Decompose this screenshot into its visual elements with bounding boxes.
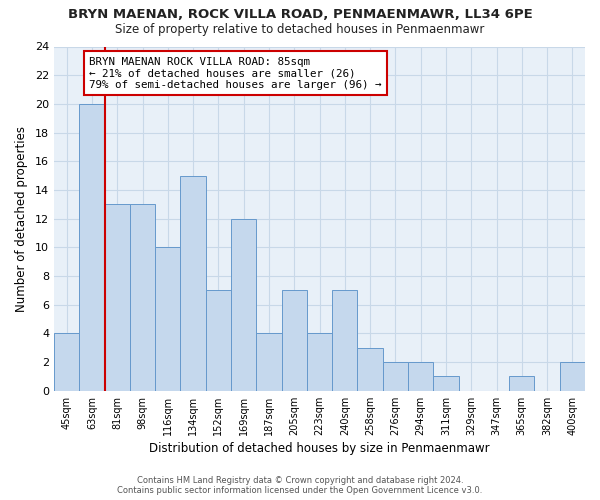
- Bar: [433, 376, 458, 391]
- Bar: [332, 290, 358, 391]
- Bar: [155, 248, 181, 391]
- Bar: [231, 218, 256, 391]
- Text: BRYN MAENAN ROCK VILLA ROAD: 85sqm
← 21% of detached houses are smaller (26)
79%: BRYN MAENAN ROCK VILLA ROAD: 85sqm ← 21%…: [89, 56, 382, 90]
- Bar: [104, 204, 130, 391]
- Bar: [281, 290, 307, 391]
- Text: Contains HM Land Registry data © Crown copyright and database right 2024.
Contai: Contains HM Land Registry data © Crown c…: [118, 476, 482, 495]
- Bar: [256, 334, 281, 391]
- Bar: [509, 376, 535, 391]
- Bar: [130, 204, 155, 391]
- Bar: [79, 104, 104, 391]
- Y-axis label: Number of detached properties: Number of detached properties: [15, 126, 28, 312]
- Bar: [307, 334, 332, 391]
- Bar: [383, 362, 408, 391]
- Bar: [408, 362, 433, 391]
- Text: BRYN MAENAN, ROCK VILLA ROAD, PENMAENMAWR, LL34 6PE: BRYN MAENAN, ROCK VILLA ROAD, PENMAENMAW…: [68, 8, 532, 20]
- Bar: [358, 348, 383, 391]
- Text: Size of property relative to detached houses in Penmaenmawr: Size of property relative to detached ho…: [115, 22, 485, 36]
- Bar: [181, 176, 206, 391]
- Bar: [54, 334, 79, 391]
- X-axis label: Distribution of detached houses by size in Penmaenmawr: Distribution of detached houses by size …: [149, 442, 490, 455]
- Bar: [206, 290, 231, 391]
- Bar: [560, 362, 585, 391]
